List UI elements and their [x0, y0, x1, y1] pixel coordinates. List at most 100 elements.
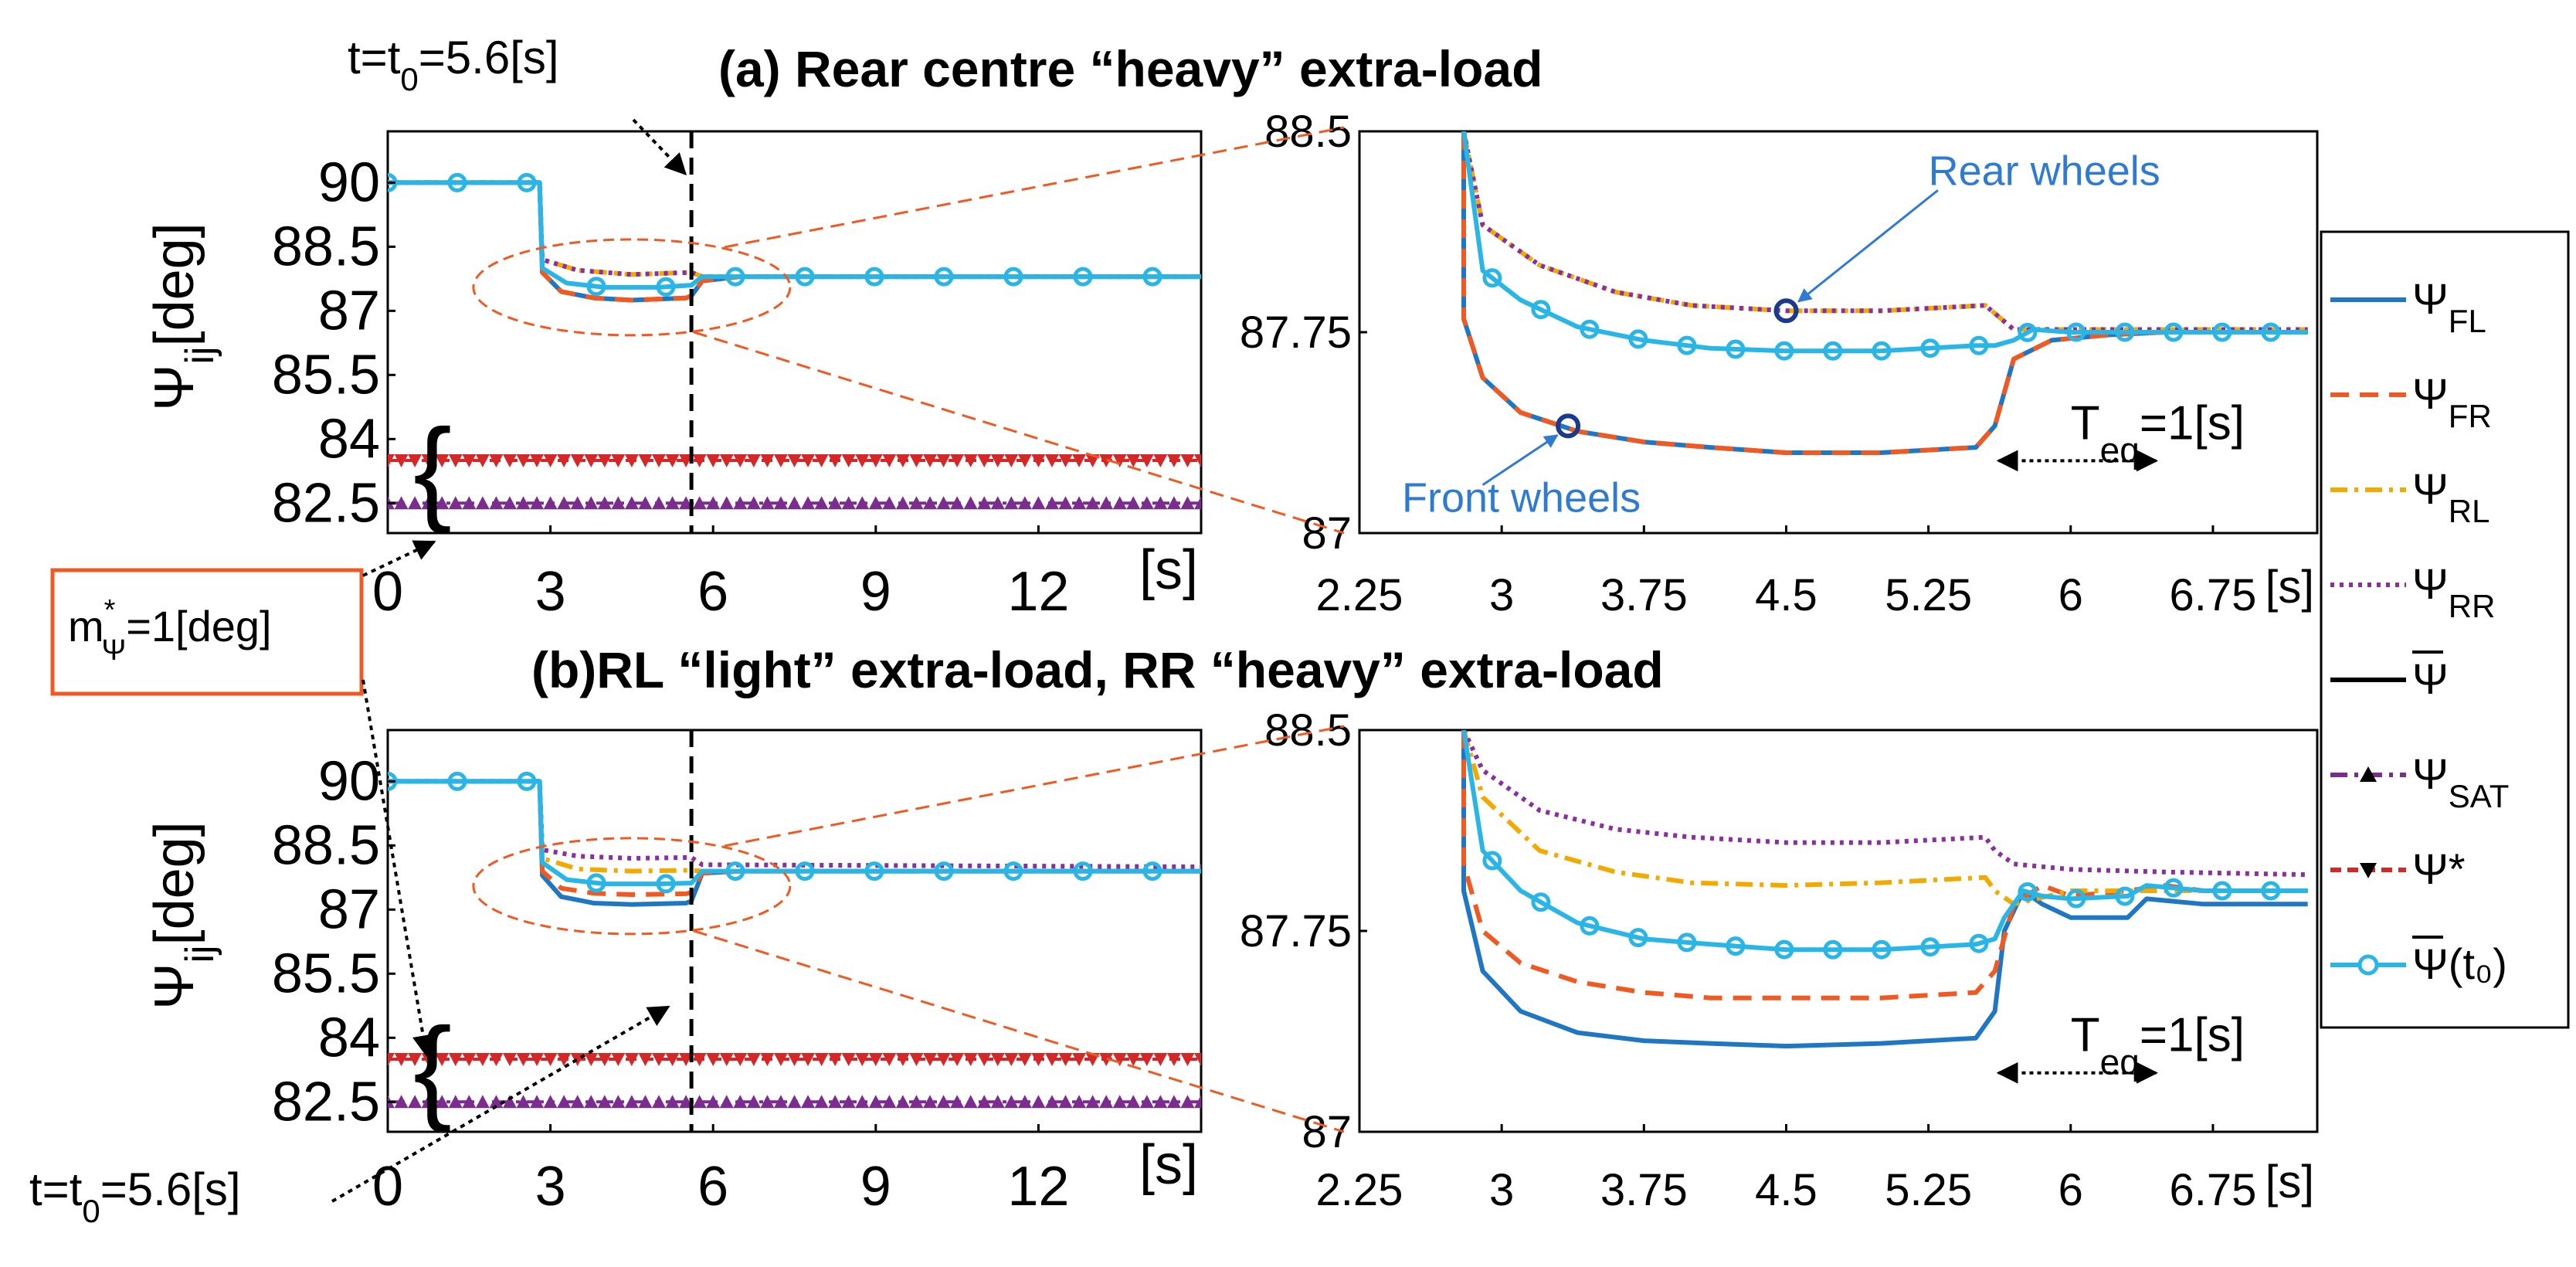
- x-tick-label: 3: [535, 1156, 566, 1218]
- marker-point: [725, 861, 745, 881]
- marker-point: [1058, 1052, 1073, 1066]
- marker-point: [2115, 322, 2135, 342]
- x-tick-label: 4.5: [1755, 570, 1817, 620]
- marker-point: [557, 1095, 572, 1109]
- series-line--FR: [1461, 131, 2308, 455]
- x-tick-label: 2.25: [1316, 1165, 1403, 1215]
- marker-point: [760, 1052, 775, 1066]
- y-tick-label: 87: [1302, 1107, 1352, 1157]
- marker-point: [584, 1052, 599, 1066]
- marker-point: [1194, 1095, 1201, 1109]
- marker-point: [679, 453, 694, 467]
- y-tick-label: 88.5: [1264, 705, 1352, 756]
- x-tick-label: 3.75: [1600, 1165, 1688, 1215]
- marker-point: [516, 496, 531, 510]
- marker-point: [977, 1095, 992, 1109]
- marker-point: [990, 1095, 1005, 1109]
- marker-point: [421, 496, 436, 510]
- marker-point: [1004, 496, 1019, 510]
- marker-point: [841, 496, 856, 510]
- title-b: (b)RL “light” extra-load, RR “heavy” ext…: [531, 641, 1664, 698]
- x-tick-label: 12: [1007, 1156, 1069, 1218]
- y-tick-label: 82.5: [272, 472, 380, 534]
- marker-point: [530, 496, 545, 510]
- margin-arrow-b: [361, 679, 434, 1058]
- marker-point: [923, 1095, 937, 1109]
- marker-point: [1166, 453, 1181, 467]
- front-wheels-circle: [1556, 413, 1581, 439]
- marker-point: [950, 1095, 965, 1109]
- marker-point: [855, 1095, 870, 1109]
- marker-point: [990, 496, 1005, 510]
- marker-point: [652, 1052, 666, 1066]
- marker-point: [801, 1052, 816, 1066]
- marker-point: [516, 1052, 531, 1066]
- marker-point: [1180, 1095, 1195, 1109]
- marker-point: [570, 453, 585, 467]
- marker-point: [1044, 453, 1059, 467]
- brace-symbol: {: [413, 1004, 452, 1133]
- marker-point: [1920, 937, 1940, 957]
- marker-point: [502, 1095, 517, 1109]
- y-tick-label: 87: [318, 280, 380, 341]
- marker-point: [795, 267, 815, 287]
- rear-wheels-arrow: [1797, 189, 1939, 303]
- marker-point: [909, 1052, 924, 1066]
- marker-point: [828, 1095, 843, 1109]
- marker-point: [1058, 453, 1073, 467]
- marker-point: [1180, 496, 1195, 510]
- legend-label-6: Ψ*: [2412, 844, 2466, 893]
- x-tick-label: 9: [860, 561, 891, 623]
- marker-point: [435, 453, 450, 467]
- series-group: [388, 172, 1201, 510]
- marker-point: [1153, 496, 1168, 510]
- plot-frame: [1358, 729, 2319, 1133]
- marker-point: [448, 1095, 463, 1109]
- marker-point: [394, 496, 409, 510]
- marker-point: [597, 1095, 612, 1109]
- marker-point: [502, 453, 517, 467]
- plot-frame: [386, 729, 1203, 1133]
- zoom-ellipse: [472, 837, 792, 936]
- marker-point: [801, 1095, 816, 1109]
- marker-point: [624, 496, 639, 510]
- marker-point: [950, 496, 965, 510]
- marker-point: [475, 1052, 490, 1066]
- marker-point: [462, 496, 477, 510]
- marker-point: [611, 1052, 626, 1066]
- marker-point: [787, 1095, 802, 1109]
- marker-point: [1126, 496, 1141, 510]
- marker-point: [2164, 322, 2184, 342]
- legend-label-5: ΨSAT: [2412, 749, 2509, 814]
- margin-annotation: m* Ψ=1[deg]: [68, 594, 272, 667]
- y-tick-label: 88.5: [272, 814, 380, 876]
- marker-point: [855, 496, 870, 510]
- marker-point: [1099, 1095, 1114, 1109]
- marker-point: [489, 496, 504, 510]
- y-tick-label: 87.75: [1240, 307, 1352, 358]
- marker-point: [1099, 496, 1114, 510]
- marker-point: [2261, 322, 2281, 342]
- margin-annotation-box: [50, 568, 364, 696]
- marker-point: [733, 1052, 748, 1066]
- marker-point: [502, 496, 517, 510]
- marker-point: [787, 453, 802, 467]
- marker-point: [1920, 338, 1940, 358]
- marker-point: [597, 453, 612, 467]
- x-tick-label: 3: [1489, 1165, 1514, 1215]
- marker-point: [421, 1095, 436, 1109]
- marker-point: [895, 1095, 910, 1109]
- x-tick-label: 3: [535, 561, 566, 623]
- brace-symbol: {: [413, 405, 452, 535]
- marker-point: [394, 1052, 409, 1066]
- plot-frame: [386, 130, 1203, 535]
- marker-point: [864, 861, 884, 881]
- marker-point: [882, 1095, 897, 1109]
- marker-point: [923, 453, 937, 467]
- marker-point: [1073, 267, 1093, 287]
- marker-point: [1072, 1095, 1087, 1109]
- y-tick-label: 87: [1302, 508, 1352, 559]
- marker-point: [1628, 928, 1648, 948]
- marker-point: [814, 1052, 829, 1066]
